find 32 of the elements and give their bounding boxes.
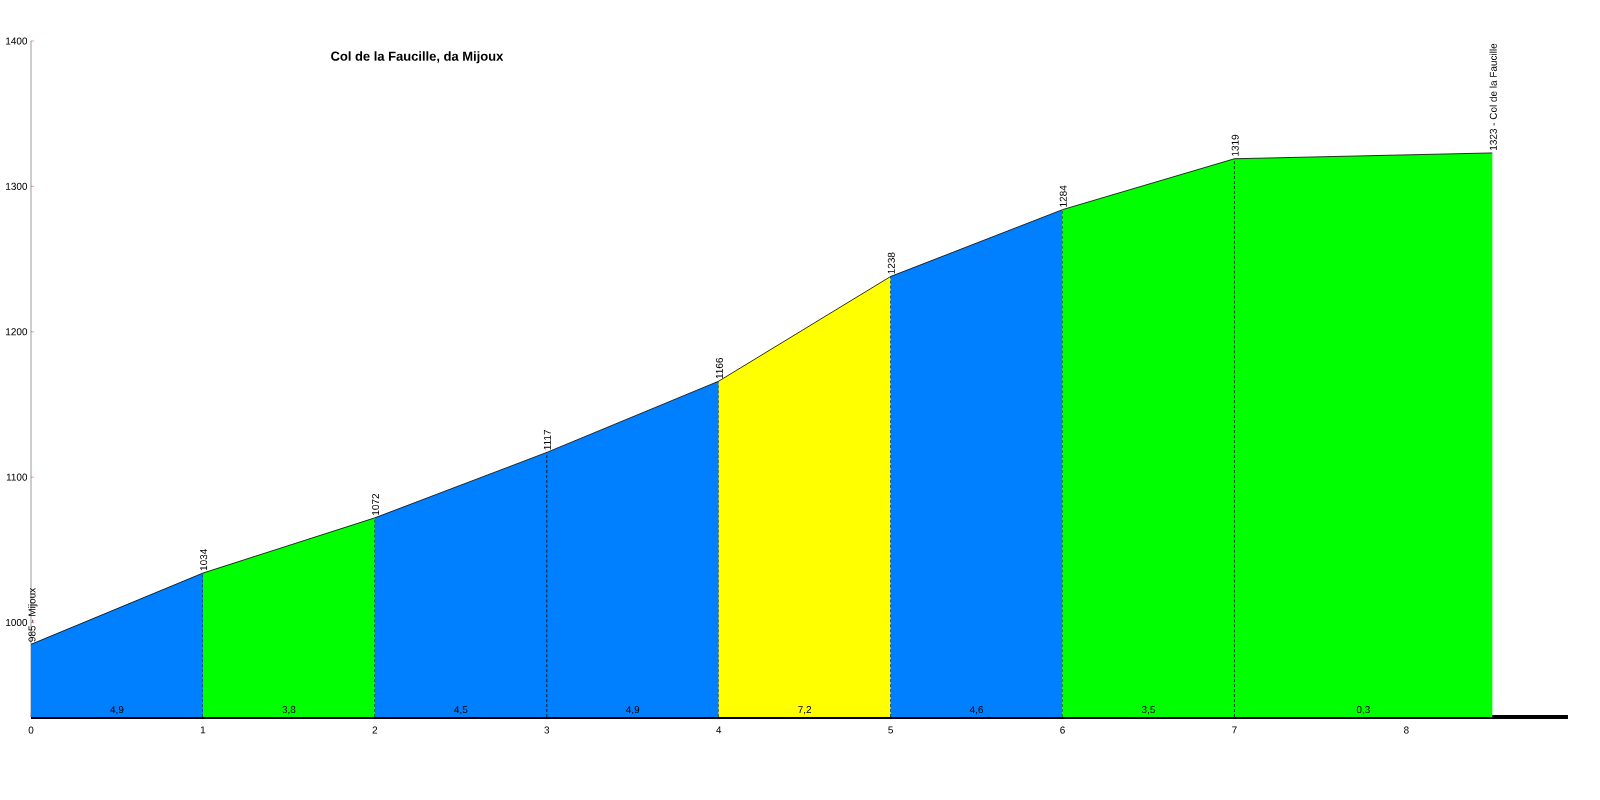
- annotation: 3,5: [1141, 706, 1155, 715]
- data-label: 1072: [372, 493, 380, 515]
- data-label: 1117: [543, 430, 551, 450]
- data-label: 1238: [887, 252, 895, 274]
- x-tick-label: 1: [200, 726, 206, 734]
- annotation: 0,3: [1356, 706, 1370, 715]
- annotation: 4,5: [454, 706, 468, 715]
- x-tick-label: 8: [1404, 726, 1409, 734]
- annotation: 7,2: [798, 706, 812, 715]
- data-label: 1166: [715, 357, 723, 379]
- x-tick-label: 6: [1060, 726, 1065, 734]
- x-tick-label: 5: [888, 726, 893, 734]
- data-label: 1284: [1059, 185, 1067, 207]
- annotation: 3,8: [282, 706, 296, 715]
- x-tick-label: 7: [1232, 726, 1237, 734]
- y-tick-label: 1000: [6, 618, 28, 627]
- annotation: 4,9: [110, 706, 124, 715]
- annotation: 4,9: [626, 706, 640, 715]
- data-label: 1323 - Col de la Faucille: [1489, 43, 1497, 150]
- data-label: 1319: [1231, 134, 1239, 156]
- y-tick-label: 1300: [6, 182, 28, 190]
- data-label: 985 - Mijoux: [28, 587, 38, 642]
- data-label: 1034: [200, 549, 208, 571]
- text: Col de la Faucille, da Mijoux: [331, 51, 504, 64]
- annotation: 4,6: [969, 706, 984, 715]
- x-tick-label: 3: [544, 726, 550, 734]
- x-tick-label: 0: [28, 726, 34, 734]
- y-tick-label: 1100: [6, 473, 28, 481]
- x-tick-label: 4: [716, 726, 722, 734]
- x-tick-label: 2: [372, 726, 378, 734]
- y-tick-label: 1400: [6, 37, 28, 45]
- y-tick-label: 1200: [6, 328, 28, 336]
